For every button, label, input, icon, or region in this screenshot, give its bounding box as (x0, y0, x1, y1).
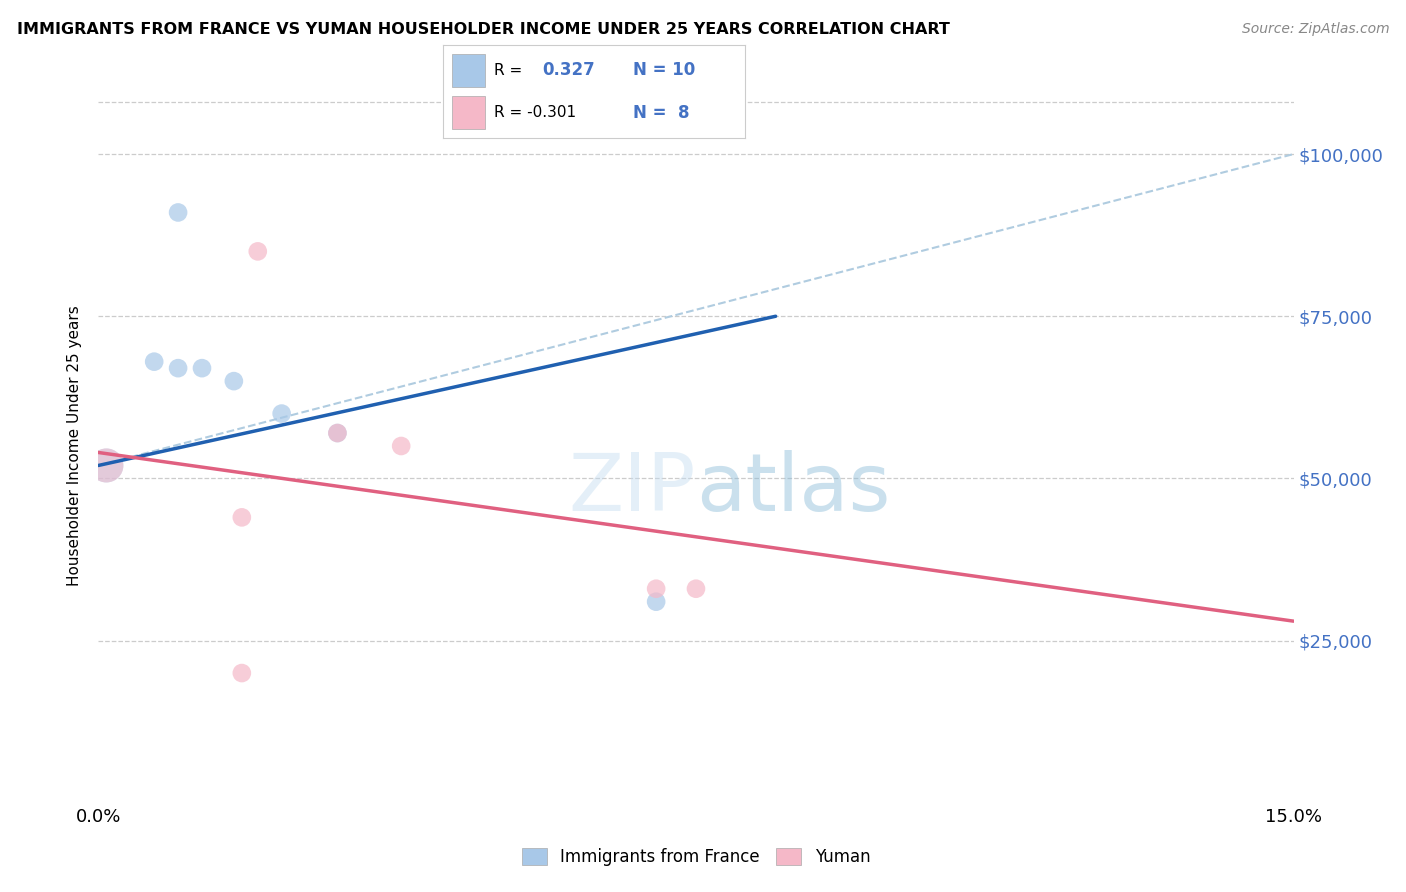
Point (96, 458, 118, 473)
Text: atlas: atlas (696, 450, 890, 528)
Text: IMMIGRANTS FROM FRANCE VS YUMAN HOUSEHOLDER INCOME UNDER 25 YEARS CORRELATION CH: IMMIGRANTS FROM FRANCE VS YUMAN HOUSEHOL… (17, 22, 949, 37)
Point (326, 425, 349, 440)
Text: ZIP: ZIP (568, 450, 696, 528)
Point (685, 582, 707, 596)
Point (231, 666, 253, 681)
Text: N = 10: N = 10 (633, 62, 696, 79)
Point (270, 407, 292, 421)
Point (167, 205, 190, 219)
Point (191, 361, 214, 376)
Text: 0.327: 0.327 (543, 62, 595, 79)
FancyBboxPatch shape (451, 54, 485, 87)
Point (389, 439, 412, 453)
FancyBboxPatch shape (451, 96, 485, 129)
Point (96, 458, 118, 473)
Point (167, 361, 190, 376)
Text: Source: ZipAtlas.com: Source: ZipAtlas.com (1241, 22, 1389, 37)
Point (246, 244, 269, 259)
Point (645, 582, 668, 596)
Text: R =: R = (495, 62, 523, 78)
Y-axis label: Householder Income Under 25 years: Householder Income Under 25 years (67, 306, 83, 586)
Text: R = -0.301: R = -0.301 (495, 105, 576, 120)
Text: N =  8: N = 8 (633, 103, 690, 121)
Point (231, 510, 253, 524)
Point (222, 374, 245, 388)
Point (645, 595, 668, 609)
Point (143, 354, 166, 368)
Legend: Immigrants from France, Yuman: Immigrants from France, Yuman (515, 841, 877, 873)
Point (326, 425, 349, 440)
